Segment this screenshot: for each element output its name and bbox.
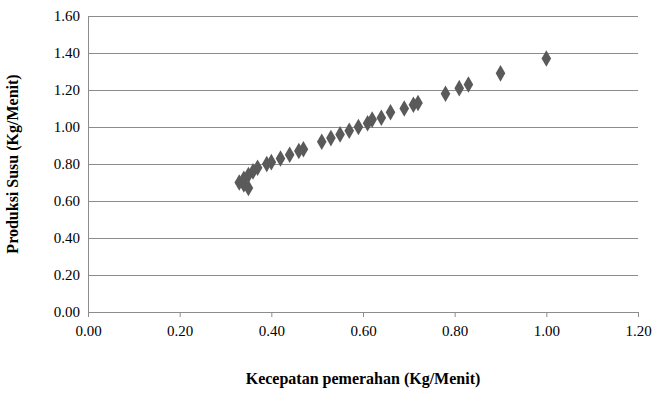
y-tick-label: 1.40 [54, 45, 80, 61]
point [464, 76, 474, 93]
chart: 0.000.200.400.600.801.001.201.401.600.00… [0, 0, 664, 398]
x-tick-mark [180, 312, 181, 317]
x-tick: 0.80 [442, 312, 468, 339]
y-tick: 0.60 [54, 193, 88, 209]
point [386, 104, 396, 121]
grid-line [88, 90, 638, 91]
point [276, 150, 286, 167]
x-tick-label: 0.80 [442, 323, 468, 339]
y-tick-label: 0.20 [54, 267, 80, 283]
x-tick-label: 0.60 [350, 323, 376, 339]
y-tick-label: 0.60 [54, 193, 80, 209]
point [367, 111, 377, 128]
y-tick-label: 1.20 [54, 82, 80, 98]
grid-line [88, 16, 638, 17]
x-tick: 1.20 [625, 312, 651, 339]
x-axis-title: Kecepatan pemerahan (Kg/Menit) [246, 370, 481, 388]
grid-line [88, 201, 638, 202]
y-tick: 1.20 [54, 82, 88, 98]
point [542, 50, 552, 67]
x-tick: 0.40 [259, 312, 285, 339]
x-tick-label: 0.40 [259, 323, 285, 339]
x-tick-label: 0.20 [167, 323, 193, 339]
point [441, 85, 451, 102]
grid-line [88, 164, 638, 165]
x-tick-mark [455, 312, 456, 317]
x-tick-mark [546, 312, 547, 317]
point [354, 119, 364, 136]
point [326, 130, 336, 147]
x-axis: 0.00 0.20 0.40 0.60 0.80 1.00 1.20 [75, 312, 651, 339]
y-tick: 1.60 [54, 8, 88, 24]
y-axis-line [88, 17, 89, 313]
x-tick-label: 1.00 [534, 323, 560, 339]
x-tick-mark [271, 312, 272, 317]
y-axis: 0.00 0.20 0.40 0.60 0.80 1.00 1.20 1.40 1.60 [54, 8, 89, 320]
x-tick-label: 0.00 [75, 323, 101, 339]
y-tick: 0.00 [54, 304, 88, 320]
x-tick-mark [363, 312, 364, 317]
y-tick: 0.40 [54, 230, 88, 246]
y-tick-label: 1.60 [54, 8, 80, 24]
y-tick-label: 0.80 [54, 156, 80, 172]
point [253, 159, 263, 176]
point [267, 154, 277, 171]
point [244, 180, 254, 197]
x-tick: 1.00 [534, 312, 560, 339]
point [285, 146, 295, 163]
grid-line [88, 275, 638, 276]
y-axis-title: Produksi Susu (Kg/Menit) [4, 74, 22, 253]
y-tick-label: 1.00 [54, 119, 80, 135]
point [299, 141, 309, 158]
grid-line [88, 238, 638, 239]
point [377, 109, 387, 126]
point [399, 100, 409, 117]
x-tick-mark [88, 312, 89, 317]
plot: 0.000.200.400.600.801.001.201.401.600.00… [54, 8, 652, 338]
point [335, 126, 345, 143]
y-tick: 1.00 [54, 119, 88, 135]
points [234, 50, 551, 196]
y-tick: 0.20 [54, 267, 88, 283]
point [454, 80, 464, 97]
grid [88, 16, 638, 312]
x-tick-label: 1.20 [625, 323, 651, 339]
y-tick: 1.40 [54, 45, 88, 61]
x-tick: 0.20 [167, 312, 193, 339]
point [496, 65, 506, 82]
y-tick-label: 0.00 [54, 304, 80, 320]
point [317, 133, 327, 150]
point [344, 122, 354, 139]
y-tick-label: 0.40 [54, 230, 80, 246]
point [413, 95, 423, 112]
x-tick: 0.00 [75, 312, 101, 339]
x-tick: 0.60 [350, 312, 376, 339]
y-tick: 0.80 [54, 156, 88, 172]
x-tick-mark [638, 312, 639, 317]
grid-line [88, 53, 638, 54]
